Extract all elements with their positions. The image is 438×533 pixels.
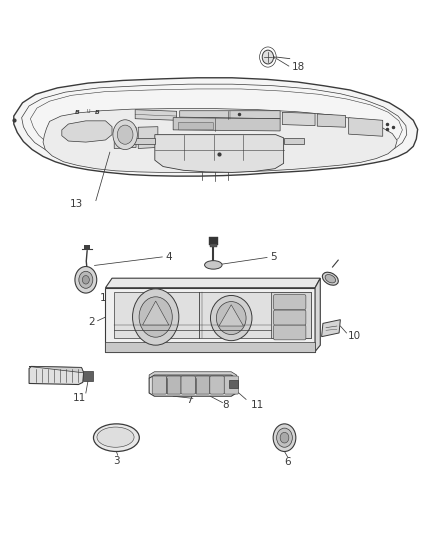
Text: 11: 11 [251,400,264,410]
Bar [209,237,218,245]
Text: 4: 4 [166,252,173,262]
Polygon shape [134,139,155,144]
Text: 2: 2 [88,317,95,327]
Ellipse shape [325,274,336,283]
FancyBboxPatch shape [224,376,239,394]
Polygon shape [284,139,304,144]
Circle shape [273,424,296,451]
Polygon shape [272,292,311,338]
FancyBboxPatch shape [274,310,306,325]
Polygon shape [143,301,169,325]
Ellipse shape [211,295,252,341]
Polygon shape [349,118,383,136]
FancyBboxPatch shape [181,376,195,394]
Ellipse shape [93,424,139,451]
Bar [83,371,93,381]
Polygon shape [114,127,136,149]
FancyBboxPatch shape [178,123,213,130]
Text: B: B [75,110,79,115]
Ellipse shape [322,272,338,285]
Text: 7: 7 [186,395,193,406]
Ellipse shape [97,427,134,447]
Text: 18: 18 [292,62,305,71]
Polygon shape [29,367,85,378]
Text: U: U [86,109,90,114]
Polygon shape [62,121,112,142]
Polygon shape [155,135,284,172]
Circle shape [79,271,93,288]
Text: 6: 6 [284,457,291,467]
Text: 8: 8 [222,400,229,410]
Text: 11: 11 [73,393,86,403]
Polygon shape [106,288,315,352]
Polygon shape [135,110,177,120]
Polygon shape [106,278,320,288]
Polygon shape [149,372,237,378]
FancyBboxPatch shape [210,376,224,394]
Polygon shape [173,118,280,131]
Circle shape [117,125,133,144]
Polygon shape [219,305,244,326]
Polygon shape [138,127,158,149]
Text: 10: 10 [348,330,361,341]
Circle shape [262,50,274,64]
FancyBboxPatch shape [152,376,166,394]
Text: 5: 5 [270,253,277,262]
Ellipse shape [216,302,246,335]
Polygon shape [114,292,311,338]
Text: 1: 1 [100,293,106,303]
Circle shape [277,428,292,447]
Polygon shape [106,342,315,352]
FancyBboxPatch shape [166,376,181,394]
FancyBboxPatch shape [195,376,210,394]
Bar [229,379,238,388]
Circle shape [82,276,89,284]
Polygon shape [29,367,84,384]
Text: B: B [95,110,100,115]
Polygon shape [149,375,237,396]
Bar [210,244,217,247]
Text: 3: 3 [113,456,120,466]
Circle shape [113,120,138,150]
Polygon shape [315,278,320,352]
Polygon shape [14,78,418,176]
FancyBboxPatch shape [274,325,306,340]
Circle shape [133,289,179,345]
Polygon shape [43,109,397,172]
Circle shape [280,432,289,443]
Polygon shape [317,114,346,127]
Ellipse shape [205,261,222,269]
Polygon shape [180,111,280,119]
Circle shape [139,297,172,337]
Polygon shape [283,112,315,126]
Polygon shape [321,320,340,337]
FancyBboxPatch shape [274,295,306,310]
Bar [84,245,90,250]
Circle shape [75,266,97,293]
Text: 13: 13 [70,199,83,209]
